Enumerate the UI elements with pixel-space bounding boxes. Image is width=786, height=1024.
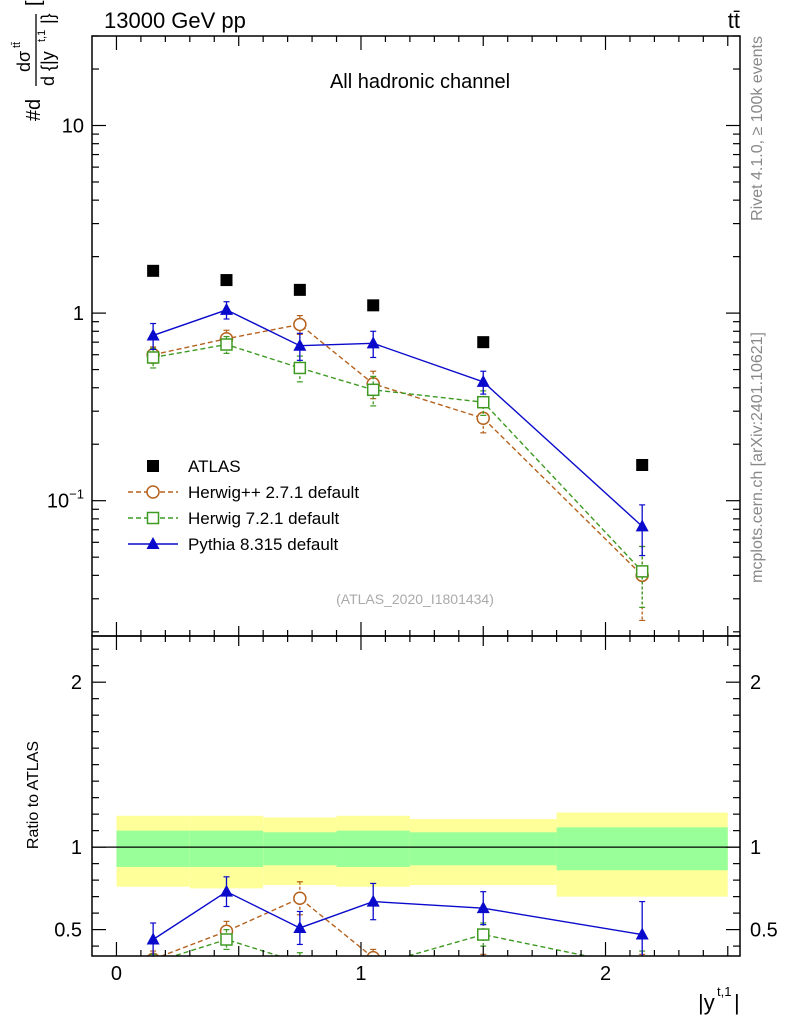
legend: ATLAS Herwig++ 2.7.1 default Herwig 7.2.1 …: [128, 457, 359, 554]
data-point-pythia-8-315-default: [476, 374, 490, 387]
main-ylabel: #d dσ tt̄ d {|y t,1 |} [pb]: [11, 0, 58, 121]
ylabel-den-superscript: t,1: [36, 30, 48, 42]
ratio-y-tick-label: 1: [71, 837, 82, 859]
legend-marker-atlas: [147, 460, 159, 472]
ratio-line-herwig-2-7-1-default: [159, 897, 373, 956]
data-point-atlas: [477, 336, 490, 349]
ratio-point-herwig-7-2-1-default: [294, 957, 305, 968]
ratio-point-pythia-8-315-default: [476, 901, 490, 914]
ratio-series-group: [92, 812, 740, 977]
data-point-atlas: [220, 274, 233, 287]
x-tick-label: 2: [600, 963, 611, 985]
uncertainty-band-inner: [556, 827, 728, 871]
xlabel-superscript: t,1: [717, 984, 731, 999]
y-tick-label: 1: [73, 303, 84, 325]
ratio-point-herwig-7-2-1-default: [368, 960, 379, 971]
ratio-point-pythia-8-315-default: [146, 932, 160, 945]
y-tick-label: 10−1: [47, 487, 84, 513]
ratio-point-herwig-2-7-1-default: [481, 955, 485, 956]
uncertainty-band-inner: [336, 830, 410, 867]
legend-label-pythia-8-315-default: Pythia 8.315 default: [188, 535, 339, 554]
ratio-ticks: 0.5 0.5 1 1 2 2 0 1 2: [54, 636, 778, 985]
xlabel-close: |: [734, 990, 740, 1015]
data-point-atlas: [367, 299, 380, 312]
ratio-point-herwig-7-2-1-default: [220, 933, 233, 946]
xlabel: |y t,1 |: [698, 984, 740, 1015]
legend-label-herwig-2-7-1-default: Herwig++ 2.7.1 default: [188, 483, 359, 502]
ratio-line-herwig-7-2-1-default: [171, 933, 591, 956]
uncertainty-band-inner: [189, 830, 264, 867]
ratio-y-tick-label: 0.5: [54, 920, 82, 942]
ylabel-denominator: d {|y: [38, 51, 58, 86]
ylabel-den-close: |}: [38, 13, 58, 24]
ratio-plot-area: [92, 812, 740, 977]
ratio-line-pythia-8-315-default: [152, 890, 643, 941]
data-point-atlas: [636, 458, 649, 471]
data-point-herwig-7-2-1-default: [293, 361, 307, 375]
legend-marker-pythia-8-315-default: [146, 537, 160, 549]
ratio-point-herwig-7-2-1-default: [476, 928, 490, 941]
data-point-pythia-8-315-default: [635, 519, 649, 532]
main-ticks: 10−1 1 10: [47, 35, 740, 636]
ratio-ylabel: Ratio to ATLAS: [25, 741, 42, 849]
uncertainty-band-inner: [409, 832, 557, 866]
process-label: tt̄: [728, 8, 740, 33]
data-point-herwig-7-2-1-default: [220, 338, 233, 351]
ratio-point-pythia-8-315-default: [293, 920, 307, 933]
energy-label: 13000 GeV pp: [104, 8, 246, 33]
data-point-pythia-8-315-default: [146, 328, 160, 341]
series-line-herwig-2-7-1-default: [152, 323, 643, 576]
ratio-point-herwig-7-2-1-default: [148, 957, 159, 968]
ylabel-numerator: dσ: [14, 51, 34, 72]
data-point-atlas: [293, 283, 306, 296]
legend-label-atlas: ATLAS: [188, 457, 241, 476]
data-point-pythia-8-315-default: [219, 302, 233, 315]
legend-marker-herwig-2-7-1-default: [146, 485, 160, 499]
ratio-point-pythia-8-315-default: [219, 884, 233, 897]
main-series-group: [146, 264, 649, 622]
ylabel-superscript: tt̄: [11, 42, 23, 48]
legend-marker-herwig-7-2-1-default: [146, 511, 160, 525]
ratio-y-tick-label: 2: [71, 672, 82, 694]
uncertainty-band-inner: [116, 830, 190, 867]
ratio-panel: 0.5 0.5 1 1 2 2 0 1 2 Ratio to ATLAS |y t,1 |: [25, 635, 778, 1015]
series-line-herwig-7-2-1-default: [153, 343, 643, 572]
main-panel: 10−1 1 10 All hadronic channel (ATLAS_2020…: [11, 0, 741, 637]
data-point-herwig-7-2-1-default: [635, 565, 649, 578]
x-tick-label: 0: [111, 963, 122, 985]
data-point-herwig-7-2-1-default: [366, 383, 380, 397]
x-tick-label: 1: [355, 963, 366, 985]
data-point-herwig-2-7-1-default: [476, 411, 490, 426]
ratio-point-herwig-2-7-1-default: [293, 891, 307, 906]
ratio-panel-frame: [91, 635, 741, 957]
main-title: All hadronic channel: [330, 71, 510, 93]
main-plot-area: [146, 264, 649, 622]
data-point-pythia-8-315-default: [293, 338, 307, 351]
y-tick-label: 10: [62, 116, 84, 138]
data-point-herwig-2-7-1-default: [293, 317, 307, 332]
uncertainty-band-inner: [263, 832, 337, 866]
rivet-label: Rivet 4.1.0, ≥ 100k events: [749, 36, 766, 221]
ratio-y-tick-label-right: 2: [750, 672, 761, 694]
watermark: (ATLAS_2020_I1801434): [336, 591, 494, 607]
ylabel-unit: [pb]: [23, 0, 45, 6]
data-point-herwig-7-2-1-default: [146, 351, 160, 364]
data-point-herwig-7-2-1-default: [476, 395, 490, 409]
ylabel-prefix: #d: [23, 99, 45, 121]
ratio-point-pythia-8-315-default: [366, 894, 380, 907]
ratio-point-herwig-2-7-1-default: [366, 950, 380, 956]
xlabel-main: |y: [698, 990, 715, 1015]
ratio-point-herwig-7-2-1-default: [637, 962, 648, 973]
ratio-y-tick-label-right: 0.5: [750, 920, 778, 942]
ratio-point-herwig-2-7-1-default: [636, 965, 648, 977]
data-point-pythia-8-315-default: [366, 336, 380, 349]
series-line-pythia-8-315-default: [152, 309, 643, 527]
mcplots-label: mcplots.cern.ch [arXiv:2401.10621]: [749, 332, 766, 583]
ratio-y-tick-label-right: 1: [750, 837, 761, 859]
ratio-point-pythia-8-315-default: [635, 927, 649, 940]
data-point-atlas: [147, 264, 160, 277]
legend-label-herwig-7-2-1-default: Herwig 7.2.1 default: [188, 509, 339, 528]
